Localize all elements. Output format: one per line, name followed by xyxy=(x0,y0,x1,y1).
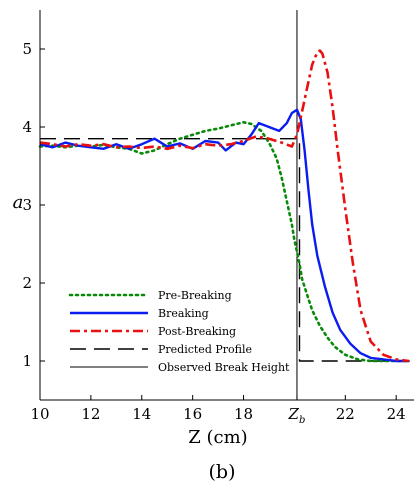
series-predicted-profile xyxy=(40,137,414,362)
y-tick-label: 2 xyxy=(22,274,32,292)
x-tick-label: Zb xyxy=(288,405,306,426)
x-tick-label: 12 xyxy=(81,405,100,423)
legend-label: Predicted Profile xyxy=(158,343,252,356)
y-tick-label: 4 xyxy=(22,118,32,136)
series-pre-breaking xyxy=(38,121,411,363)
x-tick-label: 16 xyxy=(183,405,202,423)
x-tick-label: 14 xyxy=(132,405,151,423)
x-axis-label: Z (cm) xyxy=(188,427,247,448)
legend-label: Post-Breaking xyxy=(158,325,236,338)
series-post-breaking xyxy=(39,49,410,363)
series-layer xyxy=(38,10,414,400)
y-axis-label: a xyxy=(13,192,24,213)
plot-frame xyxy=(39,10,414,401)
y-tick-label: 5 xyxy=(22,40,32,58)
x-tick-label: 10 xyxy=(30,405,49,423)
legend: Pre-Breaking Breaking Post-Breaking Predict… xyxy=(68,289,290,374)
series-breaking xyxy=(39,108,409,363)
legend-label: Breaking xyxy=(158,307,209,320)
y-tick-label: 3 xyxy=(22,196,32,214)
x-tick-label: 24 xyxy=(387,405,406,423)
figure-caption: (b) xyxy=(209,461,236,483)
x-tick-label: 22 xyxy=(336,405,355,423)
legend-label: Pre-Breaking xyxy=(158,289,232,302)
x-tick-label: 18 xyxy=(234,405,253,423)
legend-label: Observed Break Height xyxy=(158,361,290,374)
y-tick-label: 1 xyxy=(22,352,32,370)
